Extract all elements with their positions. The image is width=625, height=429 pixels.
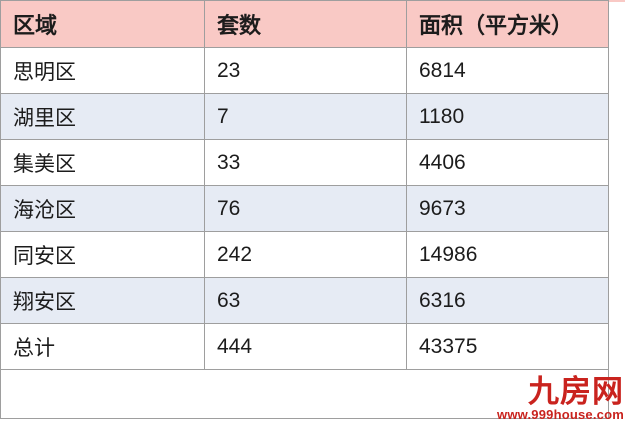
units-cell: 242 — [204, 231, 407, 278]
region-cell: 思明区 — [0, 47, 205, 94]
region-cell: 集美区 — [0, 139, 205, 186]
area-cell: 43375 — [406, 323, 609, 370]
table-row: 集美区 33 4406 — [0, 139, 609, 186]
units-cell: 7 — [204, 93, 407, 140]
units-cell: 63 — [204, 277, 407, 324]
units-cell: 76 — [204, 185, 407, 232]
area-cell: 14986 — [406, 231, 609, 278]
region-cell: 翔安区 — [0, 277, 205, 324]
table-row: 湖里区 7 1180 — [0, 93, 609, 140]
area-cell: 4406 — [406, 139, 609, 186]
units-cell: 33 — [204, 139, 407, 186]
units-cell: 444 — [204, 323, 407, 370]
footer-spacer-cell — [0, 369, 609, 419]
table-row: 思明区 23 6814 — [0, 47, 609, 94]
column-header-area: 面积（平方米） — [406, 0, 609, 48]
table-row: 海沧区 76 9673 — [0, 185, 609, 232]
region-cell: 同安区 — [0, 231, 205, 278]
region-stats-table: 区域 套数 面积（平方米） 思明区 23 6814 湖里区 7 1180 集美区… — [0, 0, 609, 419]
logo-website-url: www.999house.com — [497, 407, 624, 422]
column-header-region: 区域 — [0, 0, 205, 48]
table-header-row: 区域 套数 面积（平方米） — [0, 0, 609, 48]
table-row-total: 总计 444 43375 — [0, 323, 609, 370]
area-cell: 6316 — [406, 277, 609, 324]
area-cell: 6814 — [406, 47, 609, 94]
region-cell: 海沧区 — [0, 185, 205, 232]
column-header-units: 套数 — [204, 0, 407, 48]
area-cell: 1180 — [406, 93, 609, 140]
table-footer-spacer-row — [0, 369, 609, 419]
table-row: 翔安区 63 6316 — [0, 277, 609, 324]
region-cell: 总计 — [0, 323, 205, 370]
table-row: 同安区 242 14986 — [0, 231, 609, 278]
area-cell: 9673 — [406, 185, 609, 232]
units-cell: 23 — [204, 47, 407, 94]
watermark-logo: 九房网 www.999house.com — [497, 376, 624, 421]
region-cell: 湖里区 — [0, 93, 205, 140]
logo-brand-text: 九房网 — [528, 374, 624, 409]
